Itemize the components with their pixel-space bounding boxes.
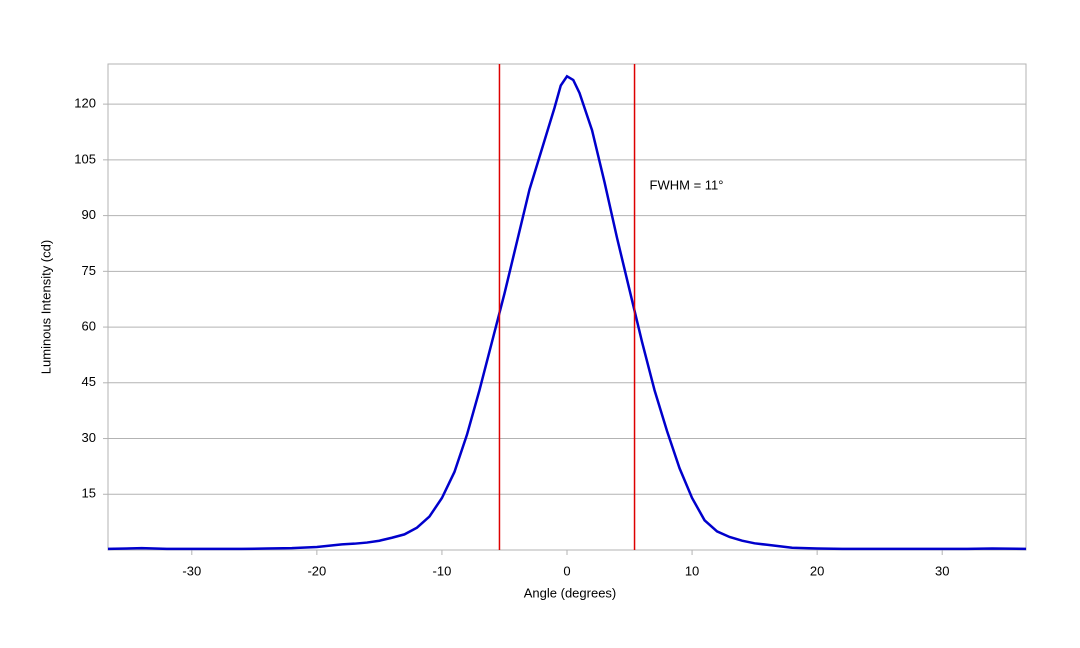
y-tick-label: 30 [82, 430, 96, 445]
y-tick-label: 45 [82, 374, 96, 389]
annotation: FWHM = 11° [650, 178, 724, 193]
y-tick-label: 105 [74, 151, 96, 166]
x-tick-label: -20 [307, 563, 326, 578]
line-series [107, 74, 1027, 551]
x-axis-label: Angle (degrees) [524, 585, 617, 600]
y-axis-label: Luminous Intensity (cd) [38, 240, 53, 374]
x-tick-label: -30 [182, 563, 201, 578]
plot-border [107, 63, 1027, 551]
y-tick-label: 120 [74, 96, 96, 111]
y-tick-label: 90 [82, 207, 96, 222]
x-tick-label: 20 [810, 563, 824, 578]
y-tick-label: 15 [82, 486, 96, 501]
x-tick-label: 0 [563, 563, 570, 578]
x-tick-label: 10 [685, 563, 699, 578]
x-tick-label: -10 [433, 563, 452, 578]
y-tick-label: 60 [82, 319, 96, 334]
x-tick-label: 30 [935, 563, 949, 578]
y-tick-label: 75 [82, 263, 96, 278]
